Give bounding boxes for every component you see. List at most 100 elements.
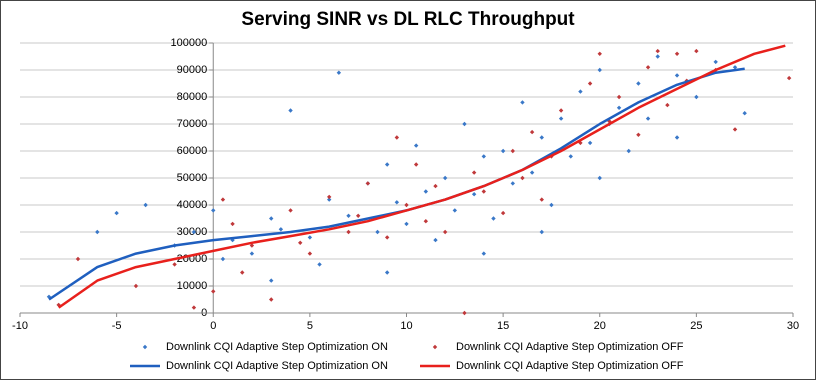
- scatter-point: [278, 227, 284, 232]
- scatter-point: [568, 154, 573, 159]
- x-tick-label: 25: [690, 320, 702, 332]
- scatter-point: [423, 189, 429, 194]
- scatter-point: [220, 197, 226, 202]
- scatter-point: [95, 229, 100, 235]
- scatter-point: [587, 140, 593, 146]
- scatter-point: [481, 251, 486, 256]
- scatter-point: [539, 229, 544, 235]
- scatter-point: [616, 94, 622, 100]
- scatter-point: [665, 102, 670, 108]
- legend-marker: [142, 344, 148, 350]
- legend-label: Downlink CQI Adaptive Step Optimization …: [456, 341, 684, 353]
- scatter-point: [249, 251, 255, 256]
- y-tick-label: 80000: [177, 91, 208, 103]
- scatter-point: [578, 140, 583, 146]
- trend-line: [57, 44, 786, 309]
- scatter-point: [172, 262, 177, 267]
- scatter-point: [645, 116, 651, 121]
- scatter-point: [452, 208, 458, 213]
- scatter-point: [336, 70, 342, 75]
- scatter-point: [307, 251, 313, 256]
- y-tick-label: 10000: [177, 280, 208, 292]
- scatter-point: [317, 262, 322, 267]
- legend-label: Downlink CQI Adaptive Step Optimization …: [166, 341, 388, 353]
- scatter-point: [307, 235, 313, 240]
- x-tick-label: 30: [787, 320, 799, 332]
- scatter-point: [442, 175, 448, 181]
- scatter-point: [481, 154, 486, 159]
- scatter-point: [384, 235, 390, 240]
- scatter-point: [462, 121, 467, 127]
- x-tick-label: -5: [112, 320, 122, 332]
- scatter-point: [742, 111, 747, 116]
- scatter-point: [694, 48, 699, 54]
- scatter-point: [249, 243, 255, 248]
- scatter-point: [481, 189, 486, 194]
- scatter-point: [539, 197, 544, 202]
- scatter-point: [607, 119, 612, 124]
- x-tick-label: 5: [307, 320, 313, 332]
- scatter-point: [433, 237, 438, 243]
- scatter-point: [384, 270, 390, 275]
- y-tick-label: 60000: [177, 145, 208, 157]
- scatter-point: [220, 256, 226, 262]
- scatter-point: [645, 65, 651, 70]
- legend-label: Downlink CQI Adaptive Step Optimization …: [456, 360, 684, 372]
- y-tick-label: 100000: [171, 37, 208, 49]
- scatter-point: [191, 305, 197, 310]
- y-tick-label: 40000: [177, 199, 208, 211]
- scatter-point: [269, 216, 274, 221]
- x-tick-label: 10: [400, 320, 412, 332]
- scatter-point: [365, 181, 371, 186]
- y-tick-label: 90000: [177, 64, 208, 76]
- chart-title: Serving SINR vs DL RLC Throughput: [241, 9, 575, 30]
- scatter-point: [674, 51, 680, 56]
- scatter-point: [510, 181, 515, 186]
- scatter-point: [269, 278, 274, 283]
- scatter-point: [394, 135, 400, 140]
- legend-label: Downlink CQI Adaptive Step Optimization …: [166, 360, 388, 372]
- scatter-point: [230, 221, 235, 227]
- scatter-point: [346, 229, 351, 235]
- scatter-point: [500, 210, 506, 216]
- x-tick-label: 0: [210, 320, 216, 332]
- scatter-point: [732, 127, 738, 132]
- scatter-point: [114, 210, 119, 216]
- scatter-point: [491, 216, 496, 221]
- scatter-point: [240, 270, 245, 275]
- scatter-point: [133, 283, 139, 289]
- scatter-point: [394, 200, 400, 205]
- legend-marker: [432, 344, 438, 350]
- scatter-point: [520, 175, 525, 181]
- scatter-point: [597, 51, 602, 56]
- scatter-point: [500, 148, 506, 154]
- scatter-point: [75, 256, 81, 262]
- scatter-point: [269, 297, 274, 302]
- scatter-point: [587, 81, 593, 86]
- scatter-point: [529, 129, 535, 135]
- scatter-point: [288, 108, 293, 113]
- scatter-point: [597, 175, 602, 181]
- scatter-point: [558, 108, 564, 113]
- scatter-point: [626, 148, 631, 154]
- scatter-point: [732, 65, 738, 70]
- scatter-point: [211, 289, 216, 294]
- scatter-point: [597, 67, 602, 73]
- scatter-point: [539, 135, 544, 140]
- scatter-point: [442, 229, 448, 235]
- y-tick-label: 50000: [177, 172, 208, 184]
- scatter-point: [636, 132, 641, 137]
- scatter-point: [655, 48, 660, 54]
- scatter-point: [346, 213, 351, 218]
- scatter-point: [404, 221, 409, 227]
- scatter-point: [655, 54, 660, 59]
- x-tick-label: -10: [12, 320, 28, 332]
- scatter-point: [471, 192, 477, 197]
- scatter-point: [510, 148, 515, 154]
- scatter-point: [674, 73, 680, 78]
- scatter-point: [384, 162, 390, 167]
- scatter-point: [713, 59, 718, 65]
